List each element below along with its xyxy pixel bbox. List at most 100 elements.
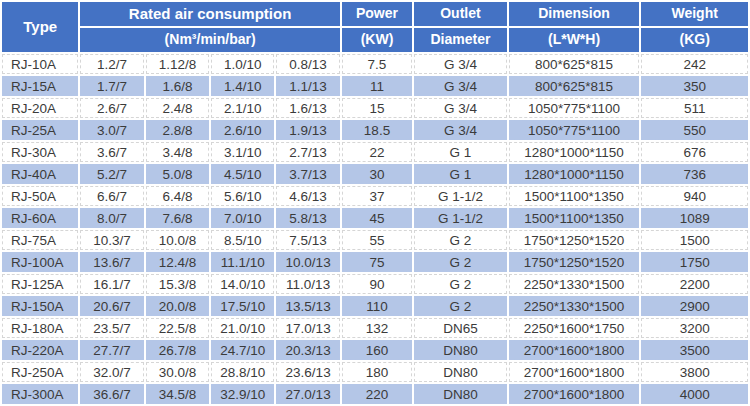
air-consumption-cell: 13.5/13 — [276, 296, 339, 316]
air-consumption-cell: 3.7/13 — [276, 164, 339, 184]
table-header: Type Rated air consumption Power Outlet … — [2, 2, 748, 52]
air-consumption-cell: 20.6/7 — [80, 296, 143, 316]
dimension-cell: 2700*1600*1800 — [509, 384, 640, 404]
air-consumption-cell: 3.1/10 — [211, 142, 274, 162]
type-cell: RJ-220A — [2, 340, 78, 360]
power-cell: 160 — [342, 340, 412, 360]
power-cell: 15 — [342, 98, 412, 118]
air-consumption-cell: 2.1/10 — [211, 98, 274, 118]
table-row: RJ-300A 36.6/7 34.5/8 32.9/10 27.0/13 22… — [2, 384, 748, 404]
air-consumption-cell: 20.0/8 — [146, 296, 209, 316]
type-cell: RJ-75A — [2, 230, 78, 250]
weight-cell: 550 — [641, 120, 748, 140]
type-cell: RJ-30A — [2, 142, 78, 162]
col-header-rated-unit: (Nm³/min/bar) — [80, 28, 339, 52]
air-consumption-cell: 3.0/7 — [80, 120, 143, 140]
weight-cell: 3800 — [641, 362, 748, 382]
weight-cell: 3500 — [641, 340, 748, 360]
air-consumption-cell: 7.6/8 — [146, 208, 209, 228]
table-row: RJ-75A 10.3/7 10.0/8 8.5/10 7.5/13 55 G … — [2, 230, 748, 250]
type-cell: RJ-10A — [2, 54, 78, 74]
type-cell: RJ-250A — [2, 362, 78, 382]
dimension-cell: 1280*1000*1150 — [509, 164, 640, 184]
table-row: RJ-30A 3.6/7 3.4/8 3.1/10 2.7/13 22 G 1 … — [2, 142, 748, 162]
air-consumption-cell: 30.0/8 — [146, 362, 209, 382]
air-consumption-cell: 16.1/7 — [80, 274, 143, 294]
dimension-cell: 1050*775*1100 — [509, 98, 640, 118]
table-row: RJ-150A 20.6/7 20.0/8 17.5/10 13.5/13 11… — [2, 296, 748, 316]
air-consumption-cell: 0.8/13 — [276, 54, 339, 74]
dimension-cell: 1280*1000*1150 — [509, 142, 640, 162]
weight-cell: 1500 — [641, 230, 748, 250]
air-consumption-cell: 2.4/8 — [146, 98, 209, 118]
air-consumption-cell: 17.0/13 — [276, 318, 339, 338]
table-row: RJ-40A 5.2/7 5.0/8 4.5/10 3.7/13 30 G 1 … — [2, 164, 748, 184]
col-header-weight-unit: (KG) — [641, 28, 748, 52]
type-cell: RJ-125A — [2, 274, 78, 294]
weight-cell: 3200 — [641, 318, 748, 338]
dimension-cell: 1050*775*1100 — [509, 120, 640, 140]
air-consumption-cell: 1.4/10 — [211, 76, 274, 96]
outlet-cell: G 2 — [414, 296, 507, 316]
air-consumption-cell: 22.5/8 — [146, 318, 209, 338]
power-cell: 22 — [342, 142, 412, 162]
air-consumption-cell: 17.5/10 — [211, 296, 274, 316]
col-header-outlet: Outlet — [414, 2, 507, 26]
air-consumption-cell: 11.1/10 — [211, 252, 274, 272]
outlet-cell: DN80 — [414, 384, 507, 404]
col-header-weight: Weight — [641, 2, 748, 26]
air-consumption-cell: 15.3/8 — [146, 274, 209, 294]
dimension-cell: 2700*1600*1800 — [509, 362, 640, 382]
table-row: RJ-100A 13.6/7 12.4/8 11.1/10 10.0/13 75… — [2, 252, 748, 272]
col-header-dimension-sub: (L*W*H) — [509, 28, 640, 52]
air-consumption-cell: 20.3/13 — [276, 340, 339, 360]
air-consumption-cell: 1.1/13 — [276, 76, 339, 96]
weight-cell: 736 — [641, 164, 748, 184]
outlet-cell: DN65 — [414, 318, 507, 338]
air-consumption-cell: 3.4/8 — [146, 142, 209, 162]
air-consumption-cell: 26.7/8 — [146, 340, 209, 360]
dimension-cell: 1500*1100*1350 — [509, 208, 640, 228]
table-row: RJ-10A 1.2/7 1.12/8 1.0/10 0.8/13 7.5 G … — [2, 54, 748, 74]
type-cell: RJ-25A — [2, 120, 78, 140]
air-consumption-cell: 24.7/10 — [211, 340, 274, 360]
col-header-outlet-sub: Diameter — [414, 28, 507, 52]
weight-cell: 1750 — [641, 252, 748, 272]
col-header-power-unit: (KW) — [342, 28, 412, 52]
power-cell: 37 — [342, 186, 412, 206]
weight-cell: 4000 — [641, 384, 748, 404]
col-header-rated-air-consumption: Rated air consumption — [80, 2, 339, 26]
table-row: RJ-220A 27.7/7 26.7/8 24.7/10 20.3/13 16… — [2, 340, 748, 360]
outlet-cell: G 1-1/2 — [414, 186, 507, 206]
dimension-cell: 1750*1250*1520 — [509, 252, 640, 272]
air-consumption-cell: 1.7/7 — [80, 76, 143, 96]
power-cell: 110 — [342, 296, 412, 316]
col-header-power: Power — [342, 2, 412, 26]
compressor-spec-table: Type Rated air consumption Power Outlet … — [0, 0, 750, 406]
outlet-cell: G 2 — [414, 252, 507, 272]
table-row: RJ-20A 2.6/7 2.4/8 2.1/10 1.6/13 15 G 3/… — [2, 98, 748, 118]
air-consumption-cell: 14.0/10 — [211, 274, 274, 294]
table-row: RJ-50A 6.6/7 6.4/8 5.6/10 4.6/13 37 G 1-… — [2, 186, 748, 206]
air-consumption-cell: 1.2/7 — [80, 54, 143, 74]
air-consumption-cell: 5.0/8 — [146, 164, 209, 184]
air-consumption-cell: 23.5/7 — [80, 318, 143, 338]
power-cell: 7.5 — [342, 54, 412, 74]
type-cell: RJ-20A — [2, 98, 78, 118]
weight-cell: 2900 — [641, 296, 748, 316]
power-cell: 18.5 — [342, 120, 412, 140]
outlet-cell: G 2 — [414, 230, 507, 250]
power-cell: 132 — [342, 318, 412, 338]
type-cell: RJ-150A — [2, 296, 78, 316]
weight-cell: 676 — [641, 142, 748, 162]
air-consumption-cell: 32.0/7 — [80, 362, 143, 382]
outlet-cell: G 3/4 — [414, 76, 507, 96]
air-consumption-cell: 12.4/8 — [146, 252, 209, 272]
outlet-cell: DN80 — [414, 362, 507, 382]
air-consumption-cell: 36.6/7 — [80, 384, 143, 404]
dimension-cell: 2250*1330*1500 — [509, 274, 640, 294]
table-row: RJ-180A 23.5/7 22.5/8 21.0/10 17.0/13 13… — [2, 318, 748, 338]
air-consumption-cell: 2.8/8 — [146, 120, 209, 140]
header-row-titles: Type Rated air consumption Power Outlet … — [2, 2, 748, 26]
air-consumption-cell: 10.0/8 — [146, 230, 209, 250]
